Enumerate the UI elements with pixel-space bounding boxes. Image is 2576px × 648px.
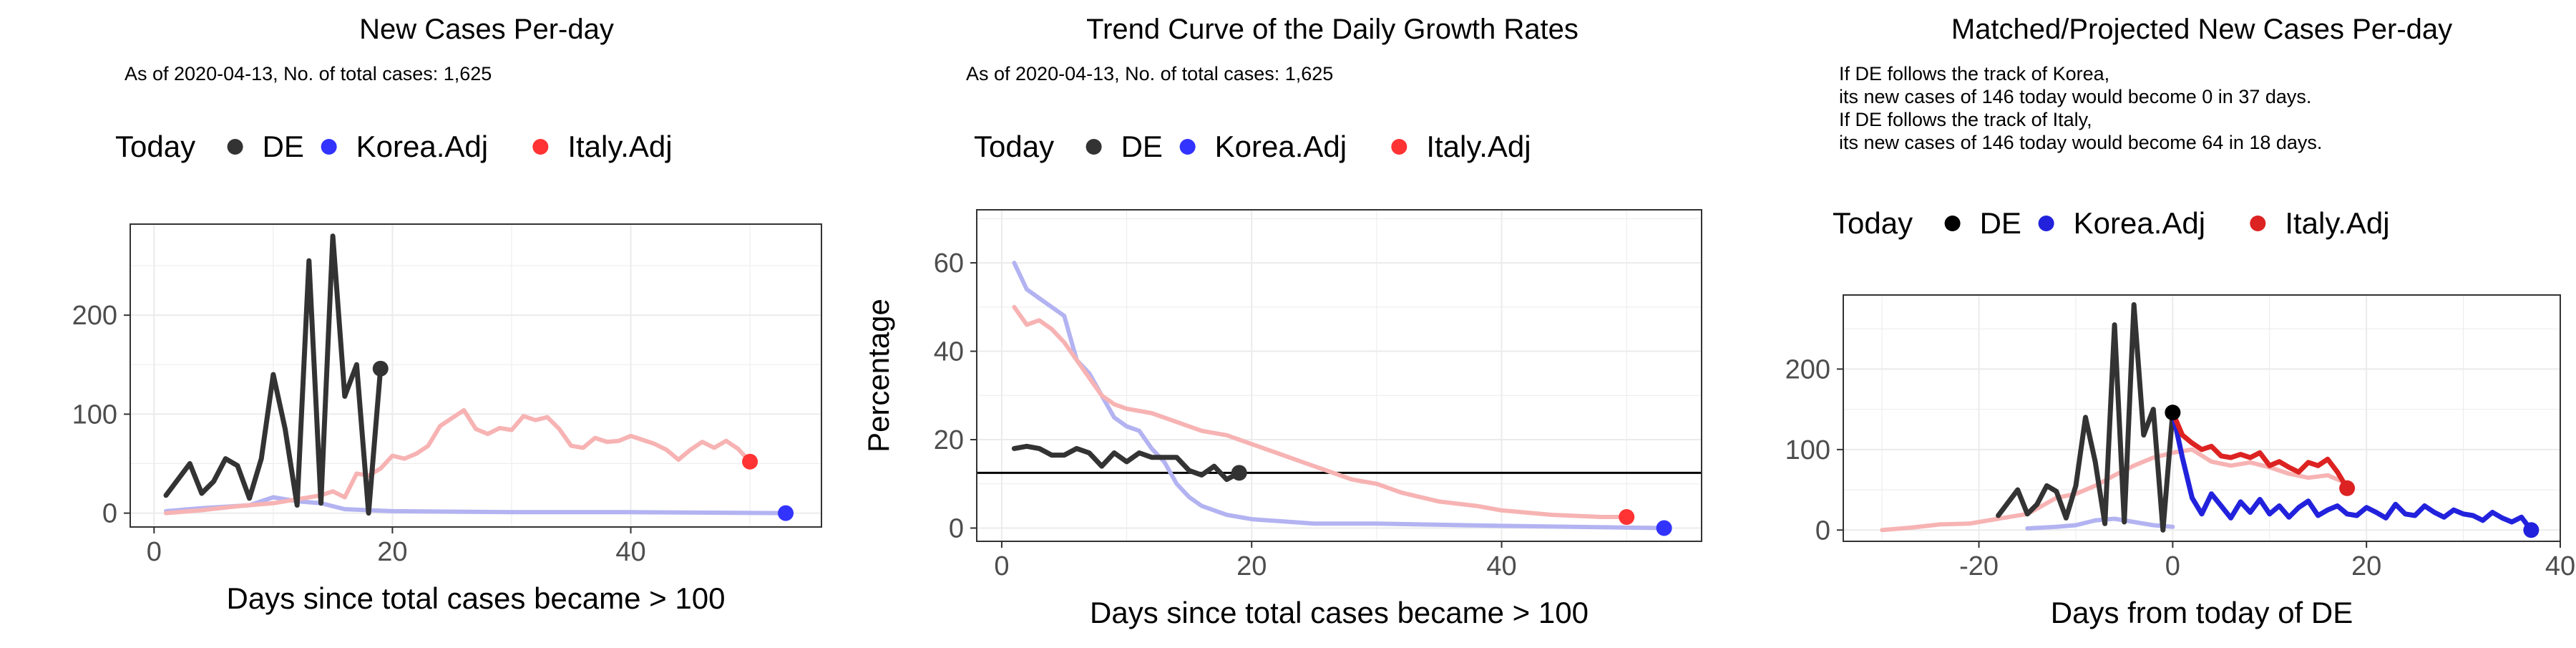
chart-subtitle-line: If DE follows the track of Italy, bbox=[1839, 109, 2092, 130]
chart-subtitle-line: If DE follows the track of Korea, bbox=[1839, 63, 2109, 84]
legend-key-dot bbox=[532, 139, 549, 155]
x-tick-label: -20 bbox=[1959, 551, 1999, 581]
end-point-korea-adj bbox=[1656, 520, 1672, 536]
x-tick-label: 20 bbox=[377, 537, 407, 567]
y-tick-label: 0 bbox=[102, 499, 117, 529]
y-tick-label: 0 bbox=[1815, 516, 1830, 546]
end-point-korea-adj bbox=[778, 505, 794, 521]
chart-legend: Today DE Korea.Adj Italy.Adj bbox=[974, 130, 1531, 163]
end-point-de bbox=[1231, 465, 1247, 481]
legend-key-dot bbox=[2250, 216, 2266, 231]
legend-title: Today bbox=[115, 130, 195, 163]
x-tick-label: 0 bbox=[147, 537, 162, 567]
end-point-korea-adj bbox=[2523, 522, 2540, 538]
legend-key-dot bbox=[1944, 216, 1961, 231]
series-line-de bbox=[1996, 302, 2175, 533]
series-line-korea-adj-faint bbox=[2025, 516, 2175, 531]
series-line-de bbox=[1011, 443, 1242, 483]
plot-border bbox=[130, 223, 822, 528]
x-tick-label: 40 bbox=[2545, 551, 2575, 581]
chart-title: Trend Curve of the Daily Growth Rates bbox=[1086, 14, 1579, 45]
y-axis-label: Percentage bbox=[862, 299, 895, 453]
end-point-italy-adj bbox=[742, 453, 758, 470]
series-line-italy-adj bbox=[2170, 410, 2350, 491]
y-tick-label: 200 bbox=[72, 301, 117, 331]
end-point-de bbox=[372, 360, 389, 377]
legend-label: DE bbox=[1121, 130, 1163, 163]
series-group bbox=[163, 233, 794, 521]
chart-legend: Today DE Korea.Adj Italy.Adj bbox=[115, 130, 673, 163]
y-tick-label: 20 bbox=[934, 425, 964, 455]
grid bbox=[1843, 295, 2561, 541]
chart-subtitle-line: As of 2020-04-13, No. of total cases: 1,… bbox=[966, 63, 1333, 84]
x-tick-label: 40 bbox=[1486, 551, 1516, 581]
x-axis-label: Days since total cases became > 100 bbox=[1090, 596, 1589, 629]
x-axis-label: Days since total cases became > 100 bbox=[227, 581, 726, 615]
chart-panel-2: Trend Curve of the Daily Growth Rates As … bbox=[862, 14, 1702, 629]
series-line-italy-adj-faint bbox=[1880, 447, 2350, 533]
legend-label: Italy.Adj bbox=[567, 130, 672, 163]
x-axis-label: Days from today of DE bbox=[2051, 596, 2353, 629]
series-line-korea-adj-faint bbox=[1012, 261, 1667, 531]
legend-key-dot bbox=[1085, 139, 1102, 155]
legend-key-dot bbox=[1179, 139, 1196, 155]
y-tick-label: 0 bbox=[949, 513, 964, 543]
legend-label: Korea.Adj bbox=[356, 130, 488, 163]
grid bbox=[977, 210, 1702, 541]
grid bbox=[130, 224, 821, 527]
legend-key-dot bbox=[2038, 216, 2054, 231]
series-line-korea-adj bbox=[2170, 410, 2534, 533]
legend-title: Today bbox=[1833, 206, 1913, 240]
plot-border bbox=[976, 209, 1702, 542]
series-line-de bbox=[163, 233, 384, 516]
x-tick-label: 0 bbox=[2165, 551, 2180, 581]
legend-label: DE bbox=[263, 130, 304, 163]
end-point-italy-adj bbox=[1619, 509, 1635, 526]
legend-title: Today bbox=[974, 130, 1054, 163]
end-point-de bbox=[2165, 405, 2181, 421]
chart-subtitle-line: its new cases of 146 today would become … bbox=[1839, 132, 2322, 153]
x-tick-label: 20 bbox=[2351, 551, 2381, 581]
series-group bbox=[977, 261, 1702, 536]
x-tick-label: 0 bbox=[994, 551, 1009, 581]
x-tick-label: 40 bbox=[615, 537, 645, 567]
legend-label: Italy.Adj bbox=[2285, 206, 2389, 240]
legend-label: Korea.Adj bbox=[2074, 206, 2205, 240]
chart-panel-1: New Cases Per-day As of 2020-04-13, No. o… bbox=[72, 14, 822, 615]
legend-label: Korea.Adj bbox=[1215, 130, 1347, 163]
legend-key-dot bbox=[321, 139, 337, 155]
legend-label: Italy.Adj bbox=[1426, 130, 1531, 163]
plot-border bbox=[1843, 294, 2561, 542]
chart-title: Matched/Projected New Cases Per-day bbox=[1951, 14, 2452, 45]
chart-panel-3: Matched/Projected New Cases Per-day If DE… bbox=[1785, 14, 2576, 629]
legend-key-dot bbox=[1391, 139, 1407, 155]
y-tick-label: 200 bbox=[1785, 354, 1830, 385]
chart-subtitle-line: As of 2020-04-13, No. of total cases: 1,… bbox=[125, 63, 492, 84]
chart-legend: Today DE Korea.Adj Italy.Adj bbox=[1833, 206, 2390, 240]
y-tick-label: 100 bbox=[72, 400, 117, 430]
x-tick-label: 20 bbox=[1236, 551, 1267, 581]
legend-key-dot bbox=[227, 139, 243, 155]
series-line-italy-adj-faint bbox=[1012, 304, 1629, 519]
chart-title: New Cases Per-day bbox=[359, 14, 614, 45]
y-tick-label: 100 bbox=[1785, 435, 1830, 465]
chart-subtitle-line: its new cases of 146 today would become … bbox=[1839, 86, 2311, 107]
y-tick-label: 60 bbox=[934, 248, 964, 279]
y-tick-label: 40 bbox=[934, 337, 964, 367]
series-group bbox=[1880, 302, 2540, 538]
end-point-italy-adj bbox=[2339, 480, 2356, 496]
legend-label: DE bbox=[1980, 206, 2021, 240]
series-line-italy-adj-faint bbox=[164, 407, 753, 516]
